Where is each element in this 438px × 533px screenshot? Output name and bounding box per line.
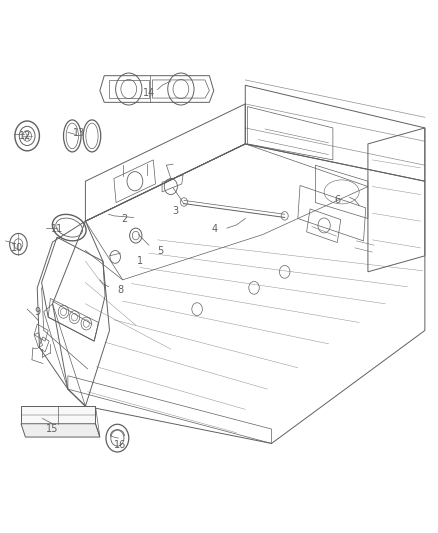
Text: 2: 2: [122, 214, 128, 223]
Text: 14: 14: [143, 88, 155, 98]
Text: 12: 12: [19, 131, 32, 141]
Text: 5: 5: [157, 246, 163, 255]
Text: 11: 11: [51, 224, 63, 234]
Text: 10: 10: [11, 243, 24, 253]
Text: 9: 9: [34, 307, 40, 317]
Polygon shape: [21, 406, 95, 424]
Text: 3: 3: [172, 206, 178, 215]
Polygon shape: [21, 424, 100, 437]
Text: 16: 16: [114, 440, 127, 450]
Text: 4: 4: [212, 224, 218, 234]
Text: 6: 6: [334, 195, 340, 205]
Text: 13: 13: [73, 128, 85, 138]
Text: 15: 15: [46, 424, 59, 434]
Text: 1: 1: [137, 256, 143, 266]
Text: 8: 8: [117, 286, 124, 295]
